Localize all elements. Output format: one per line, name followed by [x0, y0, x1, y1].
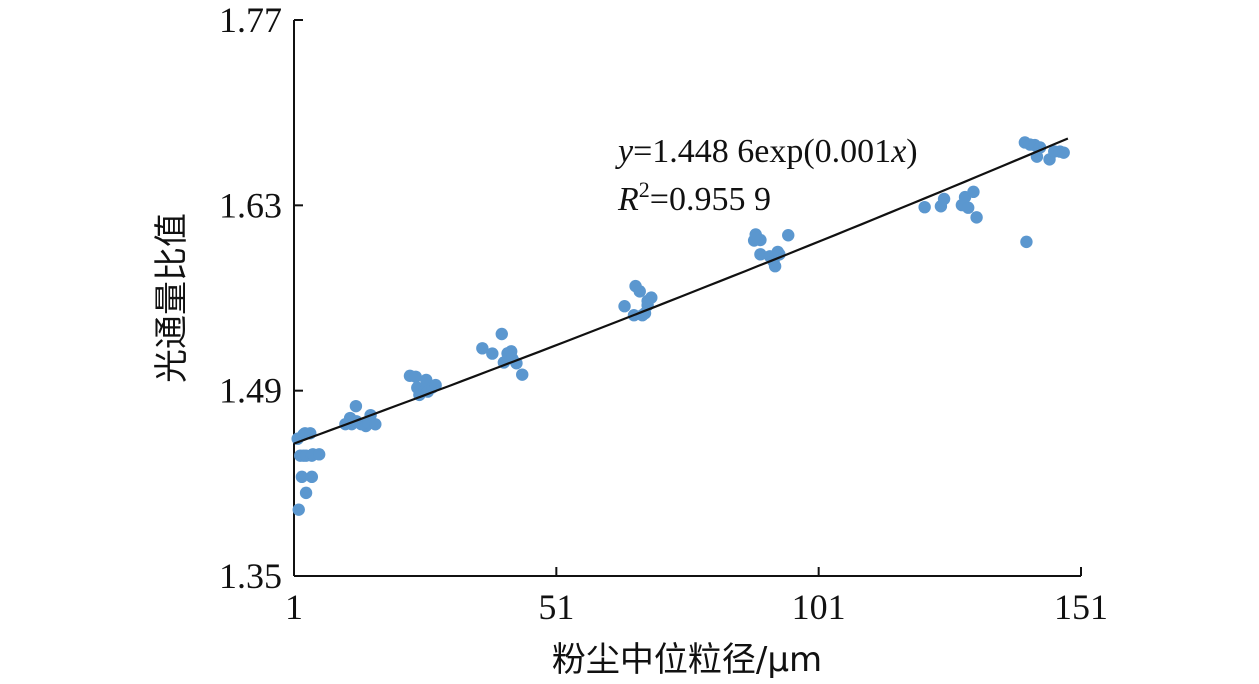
x-tick-label: 101: [792, 587, 846, 627]
r-squared-var: R: [617, 181, 639, 218]
equation-y-rest: =1.448 6exp(0.001: [633, 133, 891, 170]
data-point: [369, 418, 382, 431]
data-point: [299, 486, 313, 500]
data-point: [768, 260, 782, 273]
data-point: [486, 347, 499, 360]
y-tick-label: 1.49: [219, 371, 282, 411]
equation-x-var: x: [890, 133, 906, 170]
data-point: [782, 229, 795, 242]
data-point: [961, 201, 975, 214]
y-axis-title: 光通量比值: [152, 213, 192, 383]
r-squared: R2=0.955 9: [617, 177, 771, 218]
y-tick-label: 1.63: [219, 185, 282, 225]
trend-equation: y=1.448 6exp(0.001x): [615, 133, 918, 170]
y-tick-label: 1.77: [219, 0, 282, 40]
r-squared-sup: 2: [639, 177, 650, 202]
data-point: [754, 233, 767, 247]
y-tick-label: 1.35: [219, 556, 282, 596]
axes: [293, 20, 1081, 577]
data-point: [918, 200, 931, 214]
trendline: [293, 137, 1069, 445]
x-ticks: 1 51 101 151: [285, 567, 1108, 627]
data-point: [618, 300, 631, 313]
data-point: [1020, 235, 1033, 249]
data-point: [754, 248, 767, 261]
x-tick-label: 51: [538, 587, 574, 627]
data-point: [967, 185, 980, 199]
data-point: [312, 448, 326, 461]
data-point: [295, 470, 309, 484]
equation-x-close: ): [906, 133, 917, 170]
x-tick-label: 151: [1054, 587, 1108, 627]
data-point: [292, 503, 305, 516]
data-point: [970, 211, 983, 224]
r-squared-value: =0.955 9: [650, 181, 771, 218]
data-point: [937, 192, 951, 206]
data-point: [349, 399, 363, 413]
data-point: [305, 470, 319, 484]
y-ticks: 1.35 1.49 1.63 1.77: [219, 0, 303, 596]
x-axis-title: 粉尘中位粒径/μm: [552, 640, 822, 680]
data-point: [476, 342, 489, 355]
data-point: [495, 327, 508, 341]
x-tick-label: 1: [285, 587, 303, 627]
data-point: [1057, 146, 1070, 159]
data-point: [516, 368, 529, 381]
equation-y-var: y: [615, 133, 634, 170]
data-point: [645, 291, 658, 304]
data-points: [291, 136, 1070, 516]
data-point: [429, 378, 442, 392]
data-point: [409, 370, 422, 383]
data-point: [633, 285, 646, 298]
